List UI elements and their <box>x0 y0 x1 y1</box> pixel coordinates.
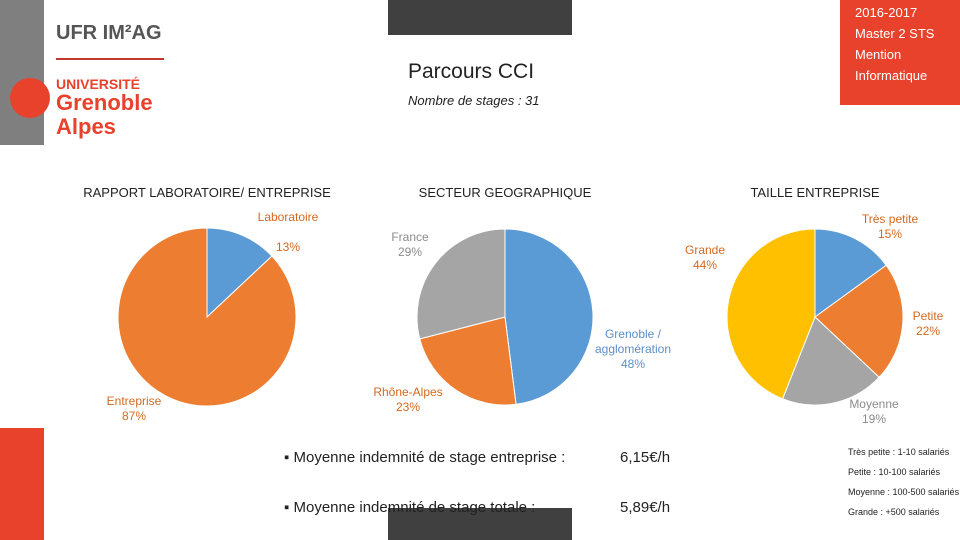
side-bar <box>0 428 44 540</box>
info-line: 2016-2017 <box>855 5 918 20</box>
slice-label: France <box>391 230 429 244</box>
chart-title: SECTEUR GEOGRAPHIQUE <box>418 185 592 200</box>
legend-line: Grande : +500 salariés <box>848 507 940 517</box>
legend-line: Très petite : 1-10 salariés <box>848 447 950 457</box>
chart-title: TAILLE ENTREPRISE <box>750 185 880 200</box>
slice-value: 22% <box>915 324 941 338</box>
slice-label: Très petite <box>861 212 919 226</box>
logo-region: Alpes <box>56 114 116 139</box>
chart-title: RAPPORT LABORATOIRE/ ENTREPRISE <box>83 185 331 200</box>
pie-slice <box>504 228 594 405</box>
slice-value: 48% <box>620 357 646 371</box>
pie-slice <box>419 316 517 406</box>
slice-label: Grande <box>684 243 726 257</box>
stat-row: ▪ Moyenne indemnité de stage entreprise … <box>284 433 670 483</box>
stat-text: Moyenne indemnité de stage totale : <box>293 499 536 516</box>
size-legend: Très petite : 1-10 salariés Petite : 10-… <box>848 442 960 522</box>
title: Parcours CCI <box>408 60 535 83</box>
slice-value: 44% <box>692 258 718 272</box>
legend-line: Petite : 10-100 salariés <box>848 467 941 477</box>
stat-label: ▪ Moyenne indemnité de stage entreprise … <box>284 449 566 466</box>
legend-line: Moyenne : 100-500 salariés <box>848 487 960 497</box>
slice-label: Petite <box>912 309 944 323</box>
info-line: Mention <box>855 47 902 62</box>
slice-label: Moyenne <box>849 397 899 411</box>
logo-rule <box>56 58 164 60</box>
top-bar <box>388 0 572 35</box>
pie-slice <box>814 264 904 378</box>
stat-value: 5,89€/h <box>620 499 671 516</box>
side-bar <box>0 0 44 145</box>
stat-text: Moyenne indemnité de stage entreprise : <box>293 449 566 466</box>
slice-value: 19% <box>861 412 887 426</box>
stat-value: 6,15€/h <box>620 449 671 466</box>
pie-slice <box>206 227 273 319</box>
logo-flower <box>10 78 50 118</box>
info-line: Informatique <box>855 68 928 83</box>
slice-value: 23% <box>395 400 421 414</box>
stat-label: ▪ Moyenne indemnité de stage totale : <box>284 499 536 516</box>
pie-slice <box>416 228 506 340</box>
logo-city: Grenoble <box>56 90 153 115</box>
pie-slice <box>814 228 887 318</box>
logo-univ: UNIVERSITÉ <box>56 76 141 92</box>
slice-label: Grenoble / agglomération <box>594 327 672 356</box>
pie-slice <box>117 227 297 407</box>
stat-row: ▪ Moyenne indemnité de stage totale : 5,8… <box>284 483 670 533</box>
slice-label: Rhône-Alpes <box>373 385 443 399</box>
slice-value: 87% <box>121 409 147 423</box>
logo-ufr: UFR IM²AG <box>56 22 162 44</box>
info-line: Master 2 STS <box>855 26 935 41</box>
slice-label: Laboratoire <box>257 210 319 224</box>
stats: ▪ Moyenne indemnité de stage entreprise … <box>284 433 670 533</box>
info-text: 2016-2017 Master 2 STS Mention Informati… <box>855 2 934 86</box>
slice-label: Entreprise <box>106 394 162 408</box>
pie-slice <box>726 228 816 400</box>
slice-value: 29% <box>397 245 423 259</box>
info-box <box>840 0 960 105</box>
slice-value: 13% <box>275 240 301 254</box>
slice-value: 15% <box>877 227 903 241</box>
subtitle: Nombre de stages : 31 <box>408 93 540 108</box>
bottom-bar <box>388 508 572 540</box>
